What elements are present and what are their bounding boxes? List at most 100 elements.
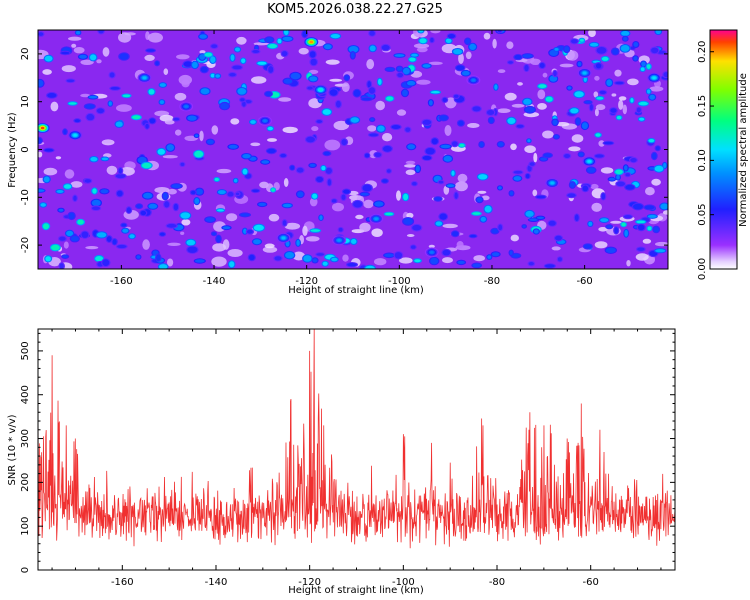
heatmap-cell: [624, 229, 628, 237]
heatmap-cell: [638, 101, 648, 106]
heatmap-cell: [360, 192, 369, 196]
heatmap-cell: [350, 117, 359, 123]
heatmap-cell: [595, 63, 602, 69]
heatmap-cell: [215, 74, 220, 78]
heatmap-cell: [430, 91, 440, 94]
heatmap-cell: [458, 120, 464, 126]
heatmap-cell: [369, 45, 376, 52]
heatmap-cell: [428, 61, 443, 65]
heatmap-cell: [70, 181, 83, 188]
heatmap-y-axis-label: Frequency (Hz): [7, 112, 18, 188]
heatmap-cell: [472, 106, 481, 112]
heatmap-cell: [574, 214, 579, 221]
heatmap-cell: [353, 89, 361, 97]
heatmap-cell: [143, 192, 153, 199]
heatmap-cell: [58, 208, 64, 212]
heatmap-cell: [298, 47, 309, 55]
heatmap-cell: [43, 176, 50, 183]
heatmap-cell: [513, 170, 523, 174]
heatmap-cell: [341, 82, 350, 93]
heatmap-cell: [416, 79, 431, 85]
heatmap-cell: [59, 236, 66, 241]
heatmap-cell: [305, 236, 320, 242]
heatmap-cell: [282, 203, 292, 208]
heatmap-cell: [306, 136, 315, 143]
heatmap-cell: [365, 153, 370, 158]
heatmap-cell: [85, 246, 99, 250]
heatmap-cell: [366, 59, 375, 70]
heatmap-cell: [647, 89, 651, 94]
heatmap-cell: [396, 190, 401, 201]
heatmap-cell: [655, 241, 668, 247]
heatmap-cell: [497, 142, 504, 147]
colorbar-gradient: [709, 29, 738, 270]
heatmap-cell: [394, 54, 405, 57]
heatmap-cell: [635, 253, 649, 261]
heatmap-cell: [403, 67, 410, 75]
heatmap-cell: [211, 256, 227, 267]
heatmap-cell: [523, 98, 532, 105]
heatmap-cell: [508, 61, 513, 64]
heatmap-cell: [228, 144, 238, 149]
heatmap-cell: [387, 169, 391, 173]
heatmap-cell: [261, 160, 270, 164]
heatmap-cell: [564, 46, 570, 53]
heatmap-cell: [382, 179, 388, 183]
heatmap-cell: [274, 256, 282, 261]
heatmap-cell: [567, 86, 572, 90]
heatmap-cell: [108, 101, 112, 106]
heatmap-cell: [457, 260, 465, 265]
colorbar-tick-label: 0.05: [697, 204, 708, 226]
heatmap-cell: [476, 197, 483, 203]
heatmap-cell: [434, 197, 442, 201]
heatmap-cell: [210, 73, 215, 78]
heatmap-cell: [126, 207, 131, 213]
heatmap-cell: [374, 152, 382, 157]
heatmap-cell: [84, 179, 92, 183]
heatmap-cell: [296, 239, 300, 246]
colorbar-tick-label: 0.20: [697, 41, 708, 63]
heatmap-peak: [582, 71, 587, 75]
heatmap-cell: [341, 139, 347, 146]
heatmap-cell: [68, 36, 82, 41]
heatmap-cell: [594, 75, 600, 81]
heatmap-cell: [614, 69, 622, 77]
heatmap-cell: [64, 184, 72, 189]
heatmap-cell: [570, 182, 575, 188]
heatmap-cell: [548, 220, 556, 226]
heatmap-cell: [191, 190, 196, 195]
heatmap-cell: [154, 187, 170, 194]
heatmap-cell: [642, 238, 652, 244]
heatmap-cell: [242, 168, 248, 175]
heatmap-cell: [451, 141, 458, 147]
heatmap-cell: [645, 187, 655, 196]
heatmap-cell: [559, 63, 574, 68]
heatmap-cell: [159, 114, 174, 122]
heatmap-cell: [282, 36, 293, 41]
heatmap-cell: [636, 220, 646, 224]
heatmap-cell: [472, 212, 481, 215]
heatmap-cell: [439, 213, 447, 220]
heatmap-cell: [447, 34, 456, 39]
y-tick-label: 300: [20, 429, 31, 448]
heatmap-cell: [316, 176, 323, 183]
heatmap-cell: [322, 261, 328, 266]
heatmap-cell: [370, 118, 375, 122]
heatmap-cell: [309, 51, 316, 58]
heatmap-cell: [186, 239, 196, 246]
heatmap-cell: [38, 189, 45, 192]
heatmap-cell: [473, 255, 486, 262]
heatmap-cell: [570, 108, 579, 114]
heatmap-cell: [216, 235, 221, 243]
heatmap-cell: [246, 229, 253, 234]
heatmap-cell: [43, 167, 58, 176]
heatmap-cell: [88, 95, 98, 99]
heatmap-cell: [38, 32, 44, 36]
heatmap-cell: [497, 30, 502, 33]
heatmap-cell: [351, 239, 357, 244]
heatmap-peak: [430, 251, 434, 254]
heatmap-cell: [451, 170, 455, 176]
heatmap-cell: [42, 69, 52, 75]
heatmap-cell: [137, 156, 147, 164]
heatmap-cell: [199, 54, 206, 60]
